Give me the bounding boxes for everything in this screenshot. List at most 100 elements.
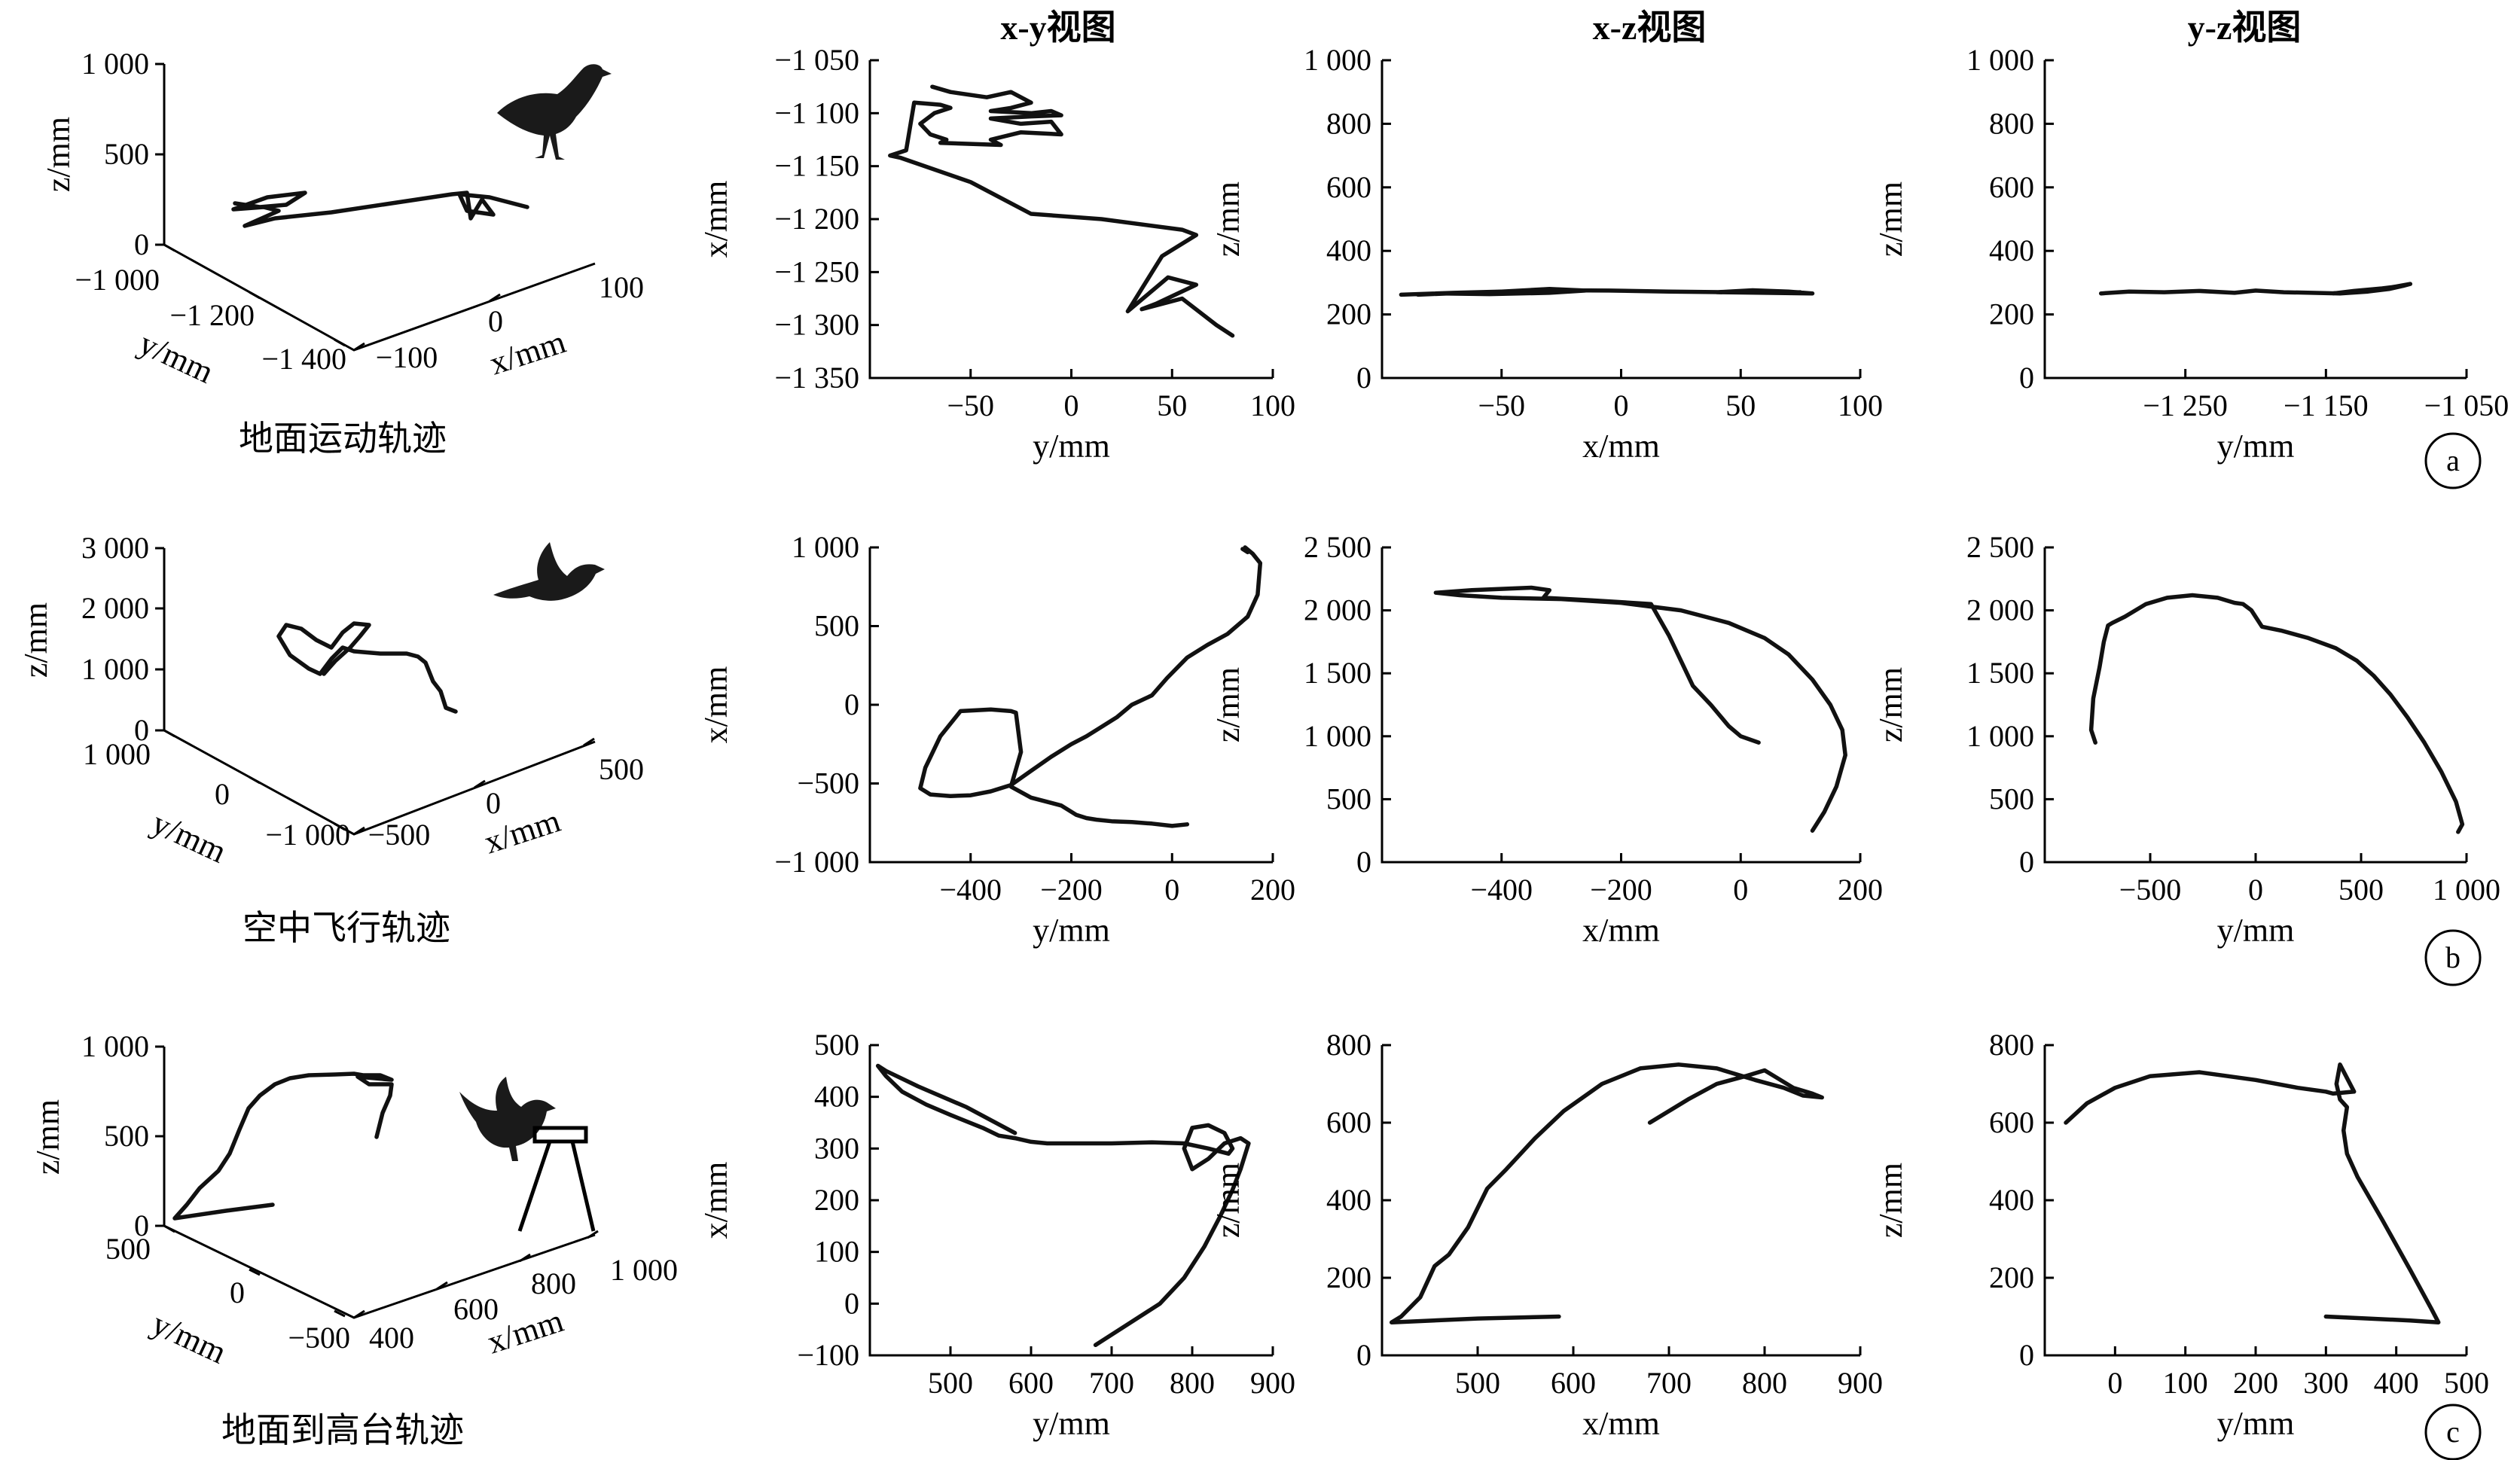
panel-c-yz-ylabel: z/mm <box>1872 1163 1909 1238</box>
panel-a-xz-ylabel: z/mm <box>1210 181 1246 257</box>
panel-c-xz-xtick-label: 800 <box>1742 1366 1787 1400</box>
panel-b-xy-xtick-label: 0 <box>1164 873 1179 907</box>
panel-b-xy-ytick-label: 0 <box>844 687 859 721</box>
panel-b-xz-xtick-label: −400 <box>1470 873 1533 907</box>
panel-b-xz-ytick-label: 2 500 <box>1304 530 1371 564</box>
panel-b-yz-xtick-label: −500 <box>2119 873 2182 907</box>
panel-a-yz-ytick-label: 800 <box>1989 106 2034 140</box>
panel-b-xz-ytick-label: 2 000 <box>1304 593 1371 627</box>
panel-a-xz-xtick-label: 0 <box>1614 389 1629 422</box>
panel-c-xz-xtick-label: 700 <box>1646 1366 1692 1400</box>
panel-a-3d-y-label: y/mm <box>133 325 219 391</box>
panel-a-xz-plot: 0 200 400 600 800 1 000 −50 0 50 100 x/mm z/mm <box>1210 43 1883 465</box>
panel-a-xy-ytick-label: −1 200 <box>774 202 859 236</box>
panel-a-yz-xtick-label: −1 050 <box>2424 389 2509 422</box>
panel-b-xy-trajectory-line <box>918 545 1263 828</box>
panel-c-yz-xlabel: y/mm <box>2217 1405 2295 1442</box>
panel-a-3d-z-tick-0: 0 <box>134 227 149 261</box>
panel-c-yz-xtick-label: 500 <box>2444 1366 2489 1400</box>
panel-marker-c: c <box>2424 1404 2482 1460</box>
panel-c-yz-ytick-label: 200 <box>1989 1260 2034 1294</box>
panel-c-3d-y-tick-1: 0 <box>230 1276 245 1309</box>
panel-a-xz-ytick-label: 200 <box>1326 297 1371 331</box>
panel-a-yz-ytick-label: 1 000 <box>1966 43 2034 77</box>
panel-a-3d-y-tick-0: −1 000 <box>75 263 160 297</box>
panel-c-yz-trajectory-line <box>2064 1062 2441 1324</box>
panel-a-3d-z-tick-1: 500 <box>104 137 149 171</box>
panel-b-3d-z-label: z/mm <box>17 602 54 678</box>
panel-c-3d-z-tick-1: 500 <box>104 1119 149 1153</box>
panel-b-3d-x-tick-2: 500 <box>599 752 644 786</box>
panel-b-yz-ytick-label: 2 000 <box>1966 593 2034 627</box>
panel-a-3d-y-tick-1: −1 200 <box>169 298 255 332</box>
panel-c-xz-ytick-label: 400 <box>1326 1183 1371 1217</box>
panel-c-xz-ytick-label: 800 <box>1326 1028 1371 1062</box>
panel-c-yz-xtick-label: 0 <box>2107 1366 2122 1400</box>
panel-marker-b: b <box>2424 929 2482 986</box>
panel-b-3d-z-tick-1: 1 000 <box>81 652 149 686</box>
panel-b-yz-ytick-label: 1 500 <box>1966 656 2034 690</box>
panel-c-xy-xtick-label: 700 <box>1089 1366 1134 1400</box>
panel-c-xz-xtick-label: 900 <box>1838 1366 1883 1400</box>
panel-b-yz-xlabel: y/mm <box>2217 912 2295 949</box>
panel-a-xz-ytick-label: 600 <box>1326 170 1371 204</box>
panel-c-yz-ytick-label: 400 <box>1989 1183 2034 1217</box>
panel-a-yz-axes <box>2043 60 2467 379</box>
panel-a-xy-xtick-label: −50 <box>947 389 994 422</box>
panel-b-xz-ytick-label: 1 000 <box>1304 719 1371 753</box>
panel-c-yz-xtick-label: 100 <box>2163 1366 2208 1400</box>
panel-b-xy-xtick-label: −400 <box>939 873 1002 907</box>
panel-c-xy-xtick-label: 600 <box>1008 1366 1054 1400</box>
panel-c-3d-trajectory <box>172 1071 394 1221</box>
panel-c-yz-ytick-label: 0 <box>2019 1338 2034 1372</box>
panel-a-yz-ylabel: z/mm <box>1872 181 1909 257</box>
panel-marker-a: a <box>2424 432 2482 489</box>
panel-c-3d-y-tick-0: 500 <box>105 1232 151 1266</box>
panel-b-yz-plot: 0 500 1 000 1 500 2 000 2 500 −500 0 500 1 000 y/m… <box>1872 530 2500 949</box>
panel-a-3d-z-tick-2: 1 000 <box>81 47 149 81</box>
panel-b-xy-xlabel: y/mm <box>1033 912 1110 949</box>
panel-marker-a-label: a <box>2446 443 2460 477</box>
panel-marker-b-label: b <box>2445 940 2461 974</box>
panel-b-3d-x-tick-1: 0 <box>486 786 501 820</box>
panel-a-yz-trajectory-line <box>2098 282 2413 296</box>
panel-a-xz-axes <box>1381 60 1860 379</box>
panel-a-xz-ytick-label: 400 <box>1326 233 1371 267</box>
panel-b-3d: 0 1 000 2 000 3 000 z/mm 1 000 0 −1 000 … <box>17 531 644 870</box>
panel-c-xz-xlabel: x/mm <box>1582 1405 1660 1442</box>
column-header-yz: y-z视图 <box>2188 8 2302 47</box>
panel-c-3d-x-tick-2: 800 <box>531 1266 576 1300</box>
column-header-xy: x-y视图 <box>1000 8 1115 47</box>
panel-b-xz-xtick-label: 200 <box>1838 873 1883 907</box>
panel-b-yz-ylabel: z/mm <box>1872 667 1909 742</box>
panel-b-xy-ytick-label: 500 <box>814 609 859 643</box>
panel-c-xy-xlabel: y/mm <box>1033 1405 1110 1442</box>
panel-a-yz-ytick-label: 400 <box>1989 233 2034 267</box>
panel-marker-c-label: c <box>2446 1415 2460 1449</box>
panel-c-xz-xtick-label: 500 <box>1455 1366 1500 1400</box>
panel-c-3d: 0 500 1 000 z/mm 500 0 −500 y/mm 400 600… <box>29 1029 678 1371</box>
panel-c-xz-ylabel: z/mm <box>1210 1163 1246 1238</box>
panel-a-xz-trajectory-line <box>1399 287 1815 297</box>
panel-b-xy-xtick-label: 200 <box>1250 873 1295 907</box>
panel-c-xy-plot: −100 0 100 200 300 400 500 500 600 700 800 900 y/mm x… <box>697 1028 1295 1442</box>
panel-b-3d-x-tick-0: −500 <box>368 818 431 852</box>
panel-b-xy-xtick-label: −200 <box>1040 873 1103 907</box>
row-caption-platform: 地面到高台轨迹 <box>221 1411 464 1449</box>
panel-b-yz-xtick-label: 500 <box>2338 873 2384 907</box>
panel-c-3d-x-tick-0: 400 <box>369 1321 414 1355</box>
panel-a-yz-ytick-label: 600 <box>1989 170 2034 204</box>
panel-a-xz-ytick-label: 0 <box>1356 361 1371 395</box>
panel-b-3d-z-tick-3: 3 000 <box>81 531 149 565</box>
panel-b-3d-y-tick-0: 1 000 <box>83 737 151 771</box>
panel-a-yz-xlabel: y/mm <box>2217 428 2295 465</box>
panel-b-xy-plot: −1 000 −500 0 500 1 000 −400 −200 0 200 y/mm x/mm <box>697 530 1295 949</box>
panel-a-xz-xtick-label: 100 <box>1838 389 1883 422</box>
panel-c-xy-ytick-label: 500 <box>814 1028 859 1062</box>
panel-c-yz-plot: 0 200 400 600 800 0 100 200 300 400 500 y/mm z/mm <box>1872 1028 2489 1442</box>
panel-c-xy-ytick-label: 400 <box>814 1080 859 1114</box>
walking-bird-icon <box>497 64 612 160</box>
panel-c-xy-ytick-label: 300 <box>814 1131 859 1165</box>
panel-b-xz-ytick-label: 500 <box>1326 782 1371 815</box>
